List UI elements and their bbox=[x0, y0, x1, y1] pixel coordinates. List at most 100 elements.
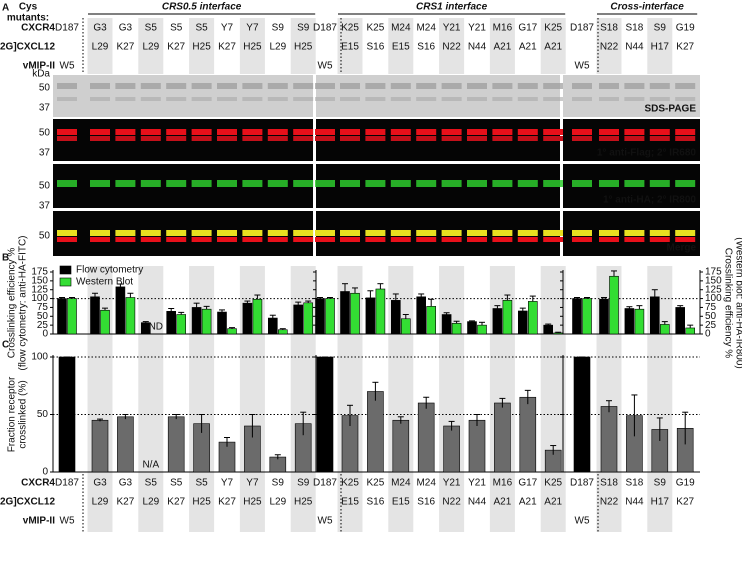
blot-band bbox=[267, 237, 288, 242]
blot-band bbox=[166, 129, 187, 135]
y-axis-title: (flow cytometry: anti-HA-FITC) bbox=[18, 235, 29, 370]
lane-label: K27 bbox=[676, 497, 694, 508]
lane-label: E15 bbox=[392, 42, 410, 53]
blot-band bbox=[543, 83, 564, 89]
blot-band bbox=[293, 230, 314, 236]
y2-tick-label: 125 bbox=[705, 284, 722, 295]
lane-label: S16 bbox=[367, 42, 385, 53]
lane-label: Y7 bbox=[246, 478, 259, 489]
blot-band bbox=[675, 230, 696, 236]
blot-label: 1° anti-Flag; 2° IR680 bbox=[597, 148, 697, 159]
lane-label: L29 bbox=[142, 497, 159, 508]
lane-label: A21 bbox=[494, 42, 512, 53]
blot-band bbox=[267, 230, 288, 236]
blot-band bbox=[543, 97, 564, 101]
lane-label: K25 bbox=[367, 478, 385, 489]
blot-band bbox=[166, 97, 187, 101]
bar bbox=[492, 308, 503, 335]
blot-band bbox=[599, 180, 619, 187]
blot-marker: 37 bbox=[39, 201, 51, 212]
bar bbox=[166, 311, 176, 335]
blot-band bbox=[390, 97, 411, 101]
bar bbox=[57, 298, 67, 335]
lane-label: K27 bbox=[218, 42, 236, 53]
blot-band bbox=[166, 136, 187, 141]
lane-label: Y21 bbox=[443, 23, 461, 34]
blot-band bbox=[140, 97, 161, 101]
lane-label: W5 bbox=[60, 516, 75, 527]
blot-band bbox=[365, 136, 386, 141]
blot-band bbox=[242, 129, 263, 135]
blot-band bbox=[599, 136, 619, 141]
blot-band bbox=[649, 97, 670, 101]
blot-band bbox=[599, 237, 619, 242]
blot-band bbox=[492, 237, 513, 242]
y2-tick-label: 100 bbox=[705, 293, 722, 304]
lane-label: S16 bbox=[417, 42, 435, 53]
lane-label: S9 bbox=[297, 23, 310, 34]
lane-label: Y21 bbox=[468, 478, 486, 489]
blot-band bbox=[517, 97, 538, 101]
lane-label: D187 bbox=[55, 23, 79, 34]
blot-band bbox=[140, 237, 161, 242]
lane-label: M24 bbox=[391, 478, 411, 489]
bar bbox=[675, 307, 686, 335]
bar bbox=[167, 416, 185, 473]
blot-band bbox=[115, 237, 136, 242]
blot-label: 1° anti-HA; 2° IR800 bbox=[603, 195, 696, 206]
lane-label: L29 bbox=[142, 42, 159, 53]
blot-band bbox=[115, 180, 136, 187]
bar bbox=[125, 297, 136, 335]
lane-label: K27 bbox=[167, 497, 185, 508]
blot-band bbox=[90, 129, 110, 135]
blot-band bbox=[217, 83, 237, 89]
y-tick-label: 25 bbox=[37, 320, 49, 331]
blot-band bbox=[340, 97, 360, 101]
lane-label: D187 bbox=[313, 478, 337, 489]
blot-band bbox=[57, 136, 77, 141]
blot-band bbox=[599, 129, 619, 135]
bar bbox=[451, 323, 462, 335]
blot-band bbox=[242, 83, 263, 89]
blot-band bbox=[57, 230, 77, 236]
blot-band bbox=[140, 83, 161, 89]
y2-tick-label: 0 bbox=[705, 329, 711, 340]
bar bbox=[390, 300, 401, 335]
bar bbox=[340, 291, 350, 335]
bar bbox=[242, 302, 253, 335]
bar bbox=[502, 300, 513, 335]
blot-band bbox=[365, 230, 386, 236]
column-shade bbox=[239, 18, 265, 74]
lane-label: S9 bbox=[297, 478, 310, 489]
blot-band bbox=[467, 136, 487, 141]
column-shade bbox=[388, 18, 414, 74]
blot-marker: 50 bbox=[39, 83, 51, 94]
bar bbox=[367, 391, 384, 473]
column-shade bbox=[596, 18, 622, 74]
bar bbox=[426, 306, 437, 335]
blot-band bbox=[340, 230, 360, 236]
lane-label: K25 bbox=[341, 23, 359, 34]
blot-band bbox=[441, 237, 462, 242]
bar bbox=[117, 416, 134, 473]
blot-band bbox=[140, 136, 161, 141]
lane-label: S16 bbox=[367, 497, 385, 508]
lane-label: H17 bbox=[651, 497, 670, 508]
blot-band bbox=[217, 237, 237, 242]
blot-band bbox=[416, 83, 437, 89]
lane-label: S5 bbox=[195, 23, 208, 34]
blot-band bbox=[115, 136, 136, 141]
blot-band bbox=[416, 97, 437, 101]
blot-band bbox=[315, 97, 335, 101]
blot-band bbox=[599, 230, 619, 236]
blot-band bbox=[467, 97, 487, 101]
blot-band bbox=[441, 230, 462, 236]
blot-band bbox=[217, 129, 237, 135]
blot-band bbox=[441, 83, 462, 89]
blot bbox=[53, 75, 313, 117]
blot-band bbox=[242, 136, 263, 141]
bar bbox=[58, 356, 76, 473]
lane-label: S9 bbox=[272, 23, 285, 34]
bar bbox=[91, 419, 109, 473]
